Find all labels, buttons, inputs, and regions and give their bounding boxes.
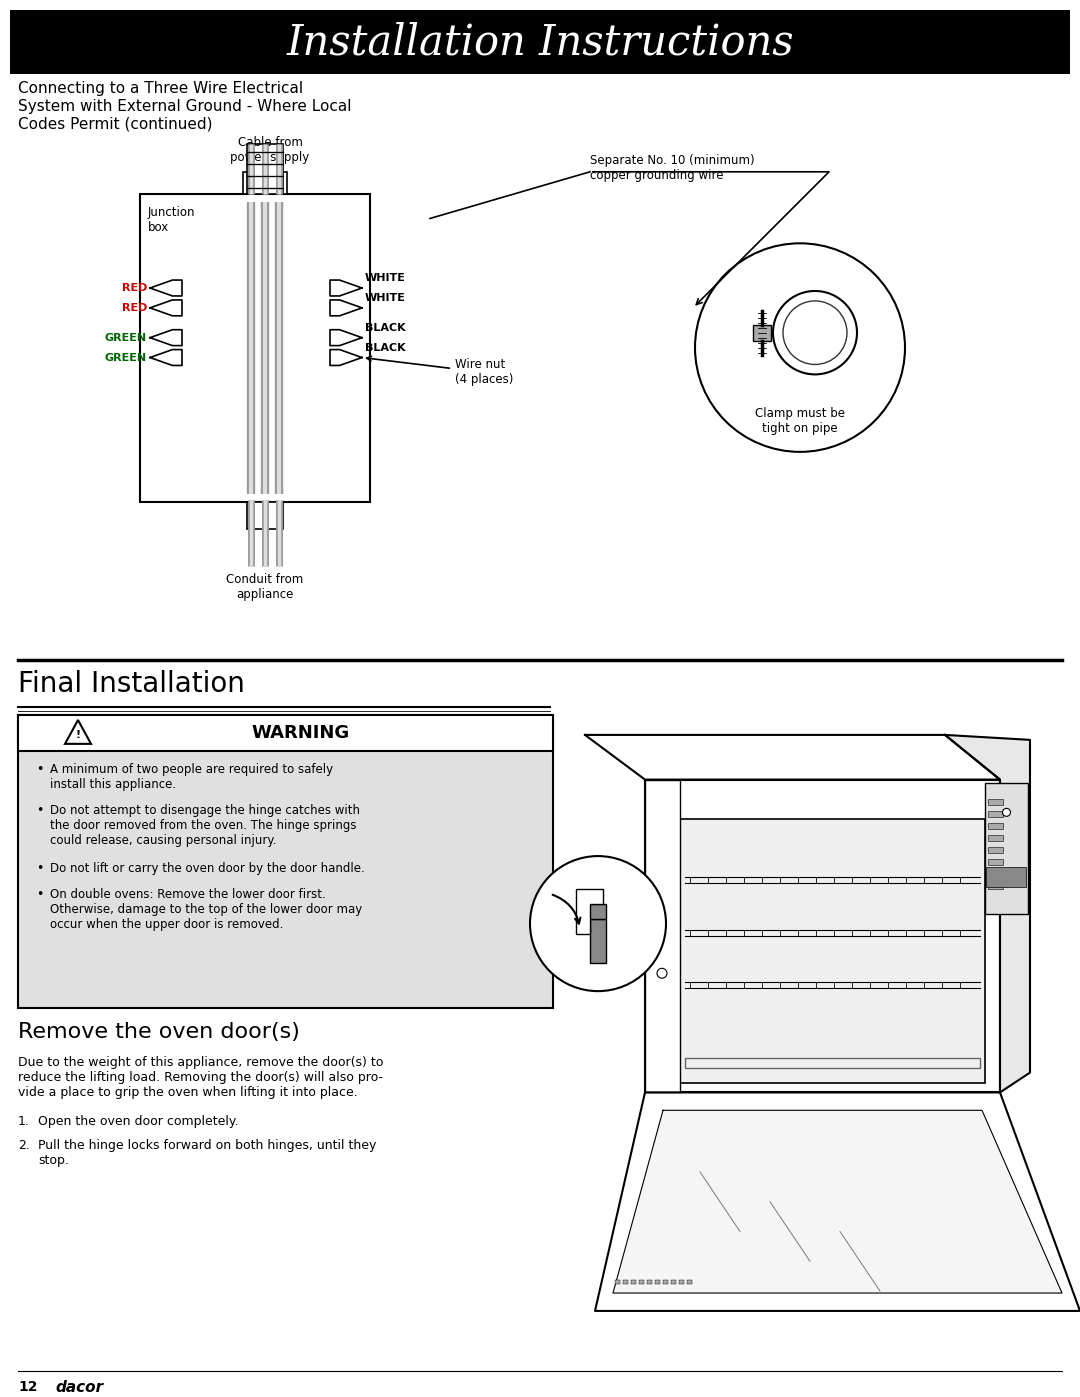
Bar — [10, 10, 1070, 74]
Text: Installation Instructions: Installation Instructions — [286, 21, 794, 63]
Bar — [988, 823, 1003, 830]
Text: Connecting to a Three Wire Electrical
System with External Ground - Where Local
: Connecting to a Three Wire Electrical Sy… — [18, 81, 351, 131]
Bar — [988, 870, 1003, 877]
Polygon shape — [645, 780, 1000, 1092]
Text: Do not attempt to disengage the hinge catches with
the door removed from the ove: Do not attempt to disengage the hinge ca… — [50, 805, 360, 848]
Bar — [988, 835, 1003, 841]
Text: WHITE: WHITE — [365, 293, 406, 303]
Bar — [988, 812, 1003, 817]
Polygon shape — [330, 349, 362, 366]
Bar — [671, 1280, 676, 1284]
Text: •: • — [36, 805, 43, 817]
Text: Pull the hinge locks forward on both hinges, until they
stop.: Pull the hinge locks forward on both hin… — [38, 1139, 376, 1166]
Text: Separate No. 10 (minimum)
copper grounding wire: Separate No. 10 (minimum) copper groundi… — [590, 154, 755, 182]
Bar — [988, 883, 1003, 888]
Bar — [18, 715, 553, 750]
Bar — [590, 919, 606, 964]
Text: •: • — [36, 763, 43, 775]
Bar — [687, 1280, 692, 1284]
Circle shape — [1002, 809, 1011, 816]
Text: Cable from
power supply: Cable from power supply — [230, 136, 310, 163]
Text: GREEN: GREEN — [105, 352, 147, 363]
Polygon shape — [585, 735, 1000, 780]
Text: •: • — [36, 888, 43, 901]
Circle shape — [783, 300, 847, 365]
Bar — [140, 194, 370, 502]
Bar — [623, 1280, 627, 1284]
Bar — [685, 1058, 980, 1067]
Circle shape — [530, 856, 666, 990]
Text: BLACK: BLACK — [365, 323, 406, 332]
Polygon shape — [330, 300, 362, 316]
Text: 1.: 1. — [18, 1115, 30, 1129]
Circle shape — [773, 291, 858, 374]
Bar — [18, 715, 553, 1009]
Circle shape — [657, 968, 667, 978]
Polygon shape — [150, 349, 183, 366]
Text: Remove the oven door(s): Remove the oven door(s) — [18, 1023, 300, 1042]
Polygon shape — [595, 1092, 1080, 1310]
Polygon shape — [330, 279, 362, 296]
Bar — [647, 1280, 652, 1284]
Text: WHITE: WHITE — [365, 272, 406, 284]
Text: BLACK: BLACK — [365, 342, 406, 352]
Text: Final Installation: Final Installation — [18, 671, 245, 698]
Bar — [663, 1280, 669, 1284]
Bar — [988, 847, 1003, 854]
Text: Wire nut
(4 places): Wire nut (4 places) — [366, 356, 513, 387]
Bar — [654, 1280, 660, 1284]
Text: dacor: dacor — [55, 1380, 103, 1396]
Bar — [986, 868, 1026, 887]
Text: Open the oven door completely.: Open the oven door completely. — [38, 1115, 239, 1129]
Text: •: • — [36, 862, 43, 875]
Polygon shape — [576, 888, 603, 933]
Bar — [645, 780, 680, 1092]
Text: Clamp must be
tight on pipe: Clamp must be tight on pipe — [755, 407, 845, 436]
Bar — [680, 819, 985, 1083]
Text: RED: RED — [122, 303, 147, 313]
Bar — [631, 1280, 636, 1284]
Text: Conduit from
appliance: Conduit from appliance — [227, 573, 303, 601]
Text: !: ! — [76, 729, 81, 740]
Polygon shape — [150, 330, 183, 345]
Bar — [615, 1280, 620, 1284]
Text: Junction
box: Junction box — [148, 205, 195, 233]
Text: RED: RED — [122, 284, 147, 293]
Text: Due to the weight of this appliance, remove the door(s) to
reduce the lifting lo: Due to the weight of this appliance, rem… — [18, 1056, 383, 1098]
Bar — [988, 859, 1003, 865]
Bar — [243, 172, 287, 194]
Text: GREEN: GREEN — [105, 332, 147, 342]
Bar — [247, 502, 283, 529]
Polygon shape — [613, 1111, 1062, 1294]
Circle shape — [696, 243, 905, 451]
Text: Do not lift or carry the oven door by the door handle.: Do not lift or carry the oven door by th… — [50, 862, 365, 875]
Bar — [578, 904, 606, 919]
Bar — [247, 144, 283, 194]
Bar — [988, 799, 1003, 806]
Polygon shape — [150, 300, 183, 316]
Bar — [753, 324, 771, 341]
Bar — [639, 1280, 644, 1284]
Bar — [679, 1280, 684, 1284]
Text: WARNING: WARNING — [252, 724, 350, 742]
Bar — [985, 782, 1028, 914]
Text: 2.: 2. — [18, 1139, 30, 1153]
Polygon shape — [330, 330, 362, 345]
Text: 12: 12 — [18, 1380, 38, 1394]
Polygon shape — [65, 719, 91, 743]
Text: On double ovens: Remove the lower door first.
Otherwise, damage to the top of th: On double ovens: Remove the lower door f… — [50, 888, 362, 930]
Text: A minimum of two people are required to safely
install this appliance.: A minimum of two people are required to … — [50, 763, 333, 791]
Polygon shape — [945, 735, 1030, 1092]
Polygon shape — [150, 279, 183, 296]
